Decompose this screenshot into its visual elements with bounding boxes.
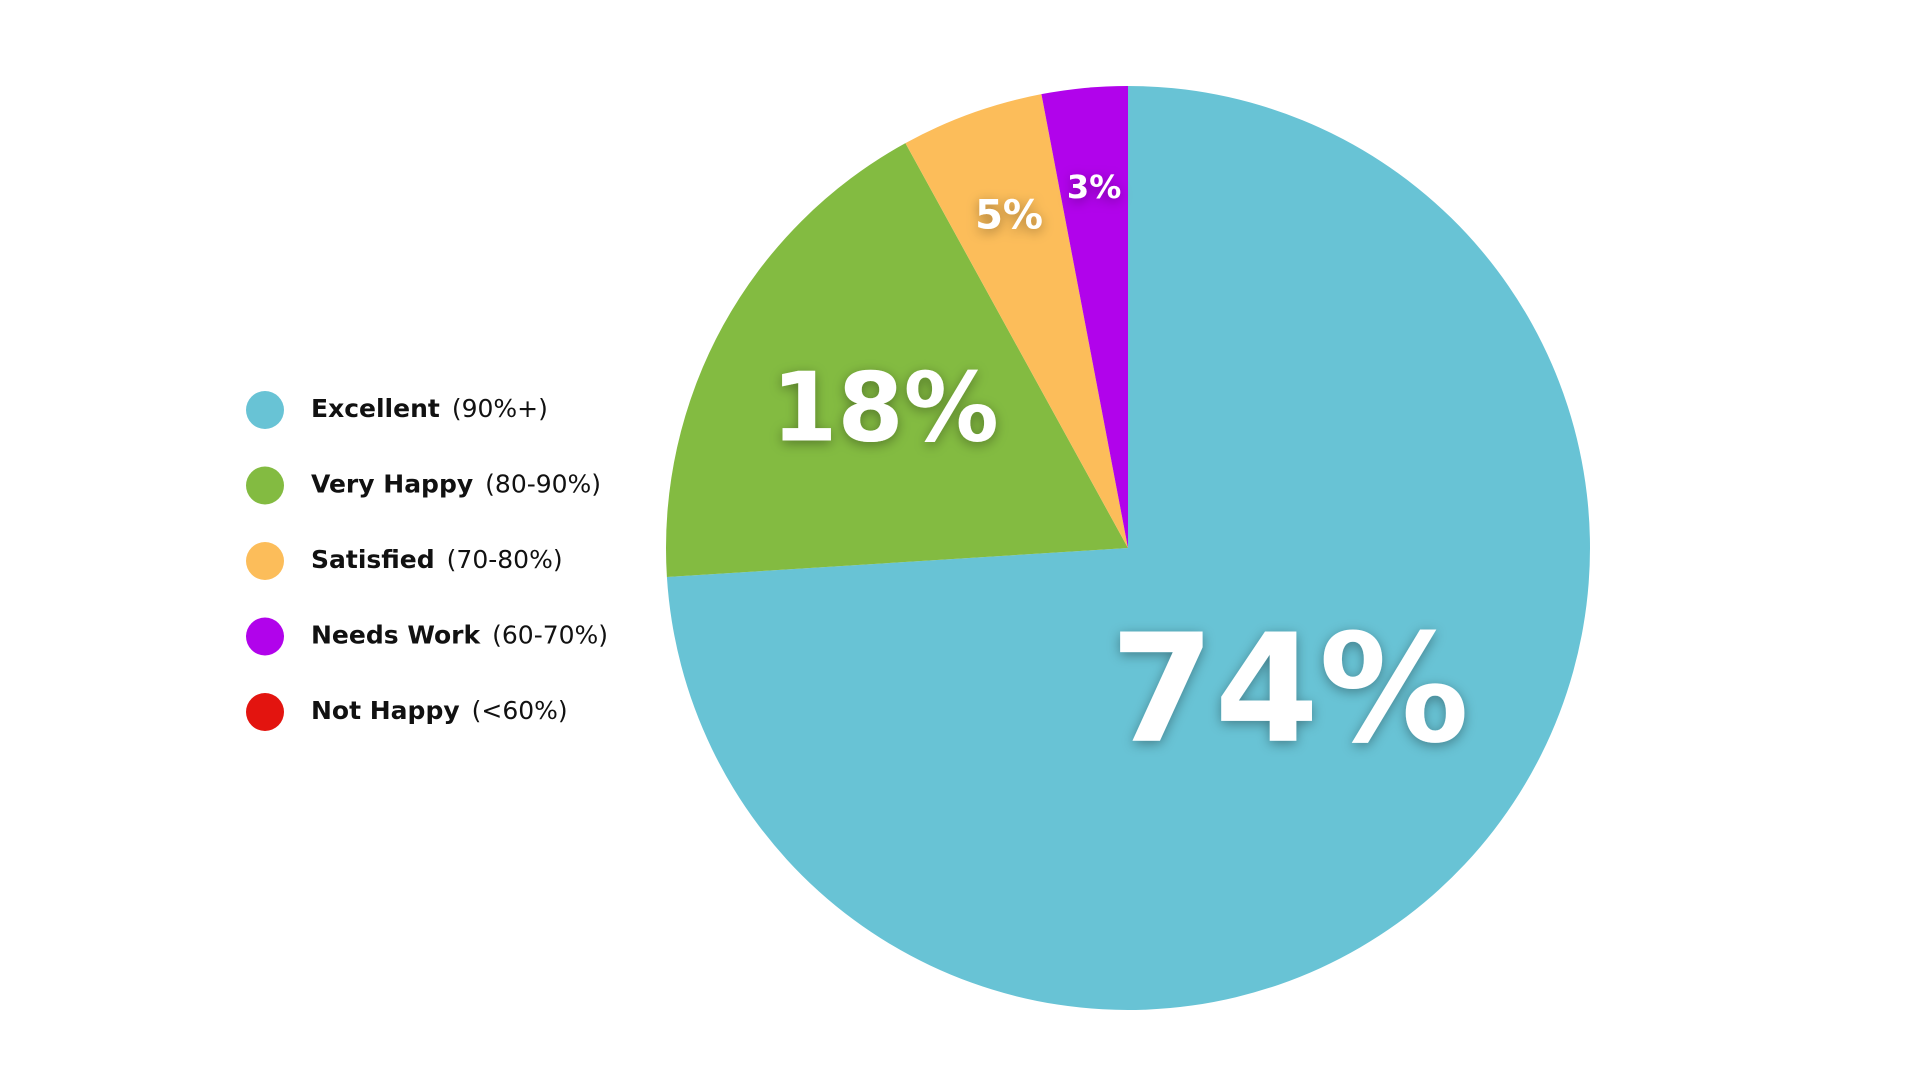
legend-range: (90%+) [452, 394, 548, 423]
legend-range: (<60%) [472, 696, 568, 725]
pie-slice [666, 86, 1590, 1010]
legend-entry: Not Happy (<60%) [311, 696, 568, 725]
legend-entry: Needs Work (60-70%) [311, 621, 608, 650]
legend-range: (70-80%) [447, 545, 563, 574]
pie-slice [1041, 86, 1128, 548]
pie-slice [665, 143, 1128, 578]
legend-swatch [246, 391, 284, 429]
legend-entry: Very Happy (80-90%) [311, 470, 601, 499]
slice-label: 5% [975, 193, 1043, 239]
legend-entry: Satisfied (70-80%) [311, 545, 563, 574]
legend-swatch [246, 693, 284, 731]
slice-label: 18% [771, 353, 998, 463]
slice-label: 3% [1067, 168, 1121, 206]
legend-name: Excellent [311, 394, 440, 423]
slice-labels: 74% 18% 5% 3% [771, 168, 1469, 777]
legend-name: Satisfied [311, 545, 435, 574]
legend-range: (80-90%) [485, 470, 601, 499]
legend-name: Needs Work [311, 621, 482, 650]
legend-entry: Excellent (90%+) [311, 394, 548, 423]
pie [665, 86, 1590, 1010]
slice-label: 74% [1110, 603, 1469, 777]
legend-swatch [246, 542, 284, 580]
legend-swatch [246, 617, 284, 656]
legend-name: Not Happy [311, 696, 460, 725]
pie-slice [905, 94, 1128, 548]
legend-range: (60-70%) [492, 621, 608, 650]
legend-swatch [246, 466, 284, 505]
legend-name: Very Happy [311, 470, 473, 499]
legend: Excellent (90%+) Very Happy (80-90%) Satisfi… [246, 391, 608, 731]
